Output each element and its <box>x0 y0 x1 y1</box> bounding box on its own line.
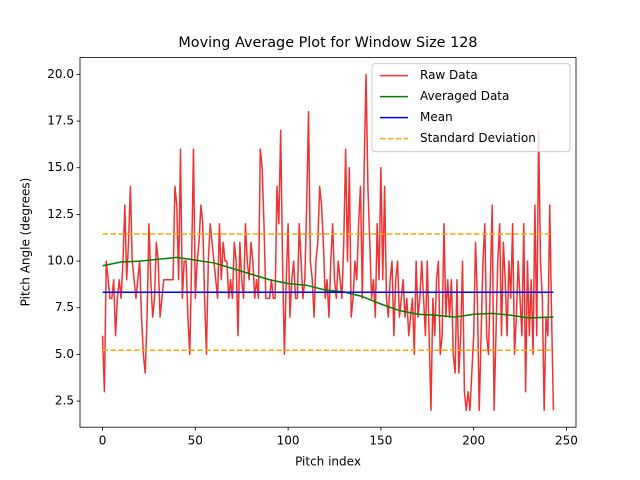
x-axis-label: Pitch index <box>295 455 361 469</box>
chart-title: Moving Average Plot for Window Size 128 <box>178 35 477 51</box>
legend-label: Mean <box>420 110 453 124</box>
legend-label: Standard Deviation <box>420 131 536 145</box>
x-tick-label: 150 <box>369 434 392 448</box>
x-tick-label: 100 <box>277 434 300 448</box>
x-tick-label: 200 <box>462 434 485 448</box>
y-tick-label: 7.5 <box>55 300 74 314</box>
y-tick-label: 10.0 <box>47 254 74 268</box>
plot-frame <box>79 57 577 428</box>
y-tick-label: 12.5 <box>47 207 74 221</box>
x-tick-label: 250 <box>555 434 578 448</box>
data-line <box>101 73 555 412</box>
data-line <box>102 256 554 319</box>
x-tick-label: 50 <box>188 434 203 448</box>
legend-box <box>371 63 571 153</box>
x-tick-label: 0 <box>99 434 107 448</box>
y-axis-label: Pitch Angle (degrees) <box>19 178 33 307</box>
y-tick-label: 20.0 <box>47 67 74 81</box>
y-tick-label: 15.0 <box>47 160 74 174</box>
legend-label: Raw Data <box>420 68 478 82</box>
y-tick-label: 5.0 <box>55 347 74 361</box>
y-tick-label: 2.5 <box>55 394 74 408</box>
y-tick-label: 17.5 <box>47 114 74 128</box>
legend-label: Averaged Data <box>420 89 509 103</box>
